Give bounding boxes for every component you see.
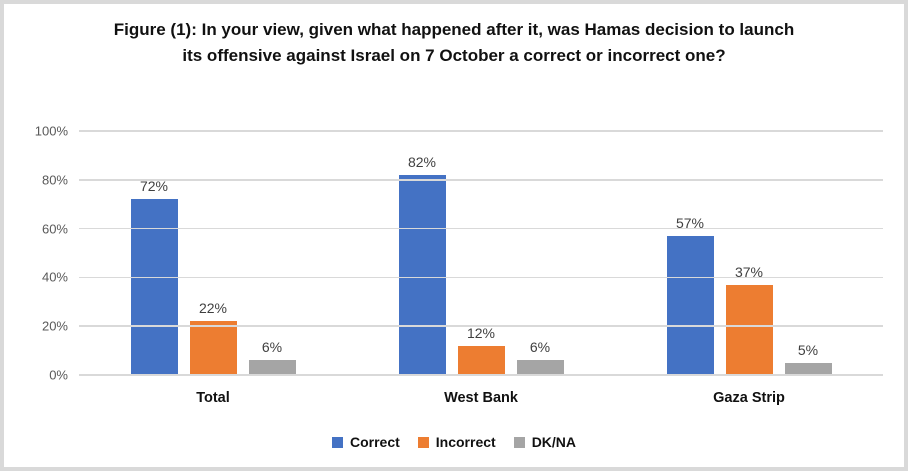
- legend-swatch-incorrect: [417, 436, 429, 448]
- legend-swatch-dk-na: [513, 436, 525, 448]
- bar-value-label: 6%: [529, 339, 551, 356]
- y-axis-tick-label: 60%: [41, 221, 68, 237]
- bar-rect-correct: [130, 199, 178, 375]
- bar-dk-na-total: 6%: [248, 131, 296, 375]
- gridline: [79, 276, 883, 279]
- bar-value-label: 22%: [198, 300, 228, 317]
- legend: Correct Incorrect DK/NA: [4, 434, 904, 450]
- y-axis-tick-label: 0%: [49, 367, 68, 383]
- bar-dk-na-gaza-strip: 5%: [784, 131, 832, 375]
- bar-groups: 72% 22% 6% 82% 12% 6% 57% 37% 5%: [79, 131, 883, 375]
- gridline: [79, 130, 883, 132]
- bar-incorrect-west-bank: 12%: [457, 131, 505, 375]
- gridline: [79, 227, 883, 230]
- bar-correct-total: 72%: [130, 131, 178, 375]
- legend-swatch-correct: [331, 436, 343, 448]
- legend-item-incorrect: Incorrect: [417, 434, 496, 450]
- bar-value-label: 6%: [261, 339, 283, 356]
- bar-dk-na-west-bank: 6%: [516, 131, 564, 375]
- bar-value-label: 37%: [734, 263, 764, 280]
- legend-item-dk-na: DK/NA: [513, 434, 577, 450]
- y-axis: 0% 20% 40% 60% 80% 100%: [8, 124, 68, 383]
- bar-group-total: 72% 22% 6%: [79, 131, 347, 375]
- bar-value-label: 12%: [466, 324, 496, 341]
- bar-rect-dk-na: [516, 360, 564, 375]
- bar-group-gaza-strip: 57% 37% 5%: [615, 131, 883, 375]
- bar-rect-incorrect: [457, 345, 505, 375]
- bar-rect-incorrect: [189, 321, 237, 375]
- plot-area: 72% 22% 6% 82% 12% 6% 57% 37% 5%: [79, 130, 883, 376]
- bar-rect-dk-na: [248, 360, 296, 375]
- y-axis-tick-label: 80%: [41, 172, 68, 188]
- gridline: [79, 179, 883, 181]
- bar-group-west-bank: 82% 12% 6%: [347, 131, 615, 375]
- bar-rect-correct: [666, 235, 714, 375]
- y-axis-tick-label: 40%: [41, 269, 68, 285]
- bar-incorrect-gaza-strip: 37%: [725, 131, 773, 375]
- category-label-west-bank: West Bank: [444, 390, 518, 406]
- bar-rect-incorrect: [725, 284, 773, 375]
- x-axis-category-labels: Total West Bank Gaza Strip: [79, 390, 883, 406]
- legend-item-correct: Correct: [331, 434, 400, 450]
- y-axis-tick-label: 20%: [41, 318, 68, 334]
- legend-label: Correct: [349, 434, 400, 450]
- legend-label: DK/NA: [531, 434, 577, 450]
- bar-rect-dk-na: [784, 362, 832, 375]
- bar-correct-gaza-strip: 57%: [666, 131, 714, 375]
- gridline: [79, 325, 883, 327]
- category-label-gaza-strip: Gaza Strip: [713, 390, 785, 406]
- bar-value-label: 57%: [675, 214, 705, 231]
- bar-value-label: 5%: [797, 341, 819, 358]
- bar-value-label: 82%: [407, 153, 437, 170]
- bar-value-label: 72%: [139, 178, 169, 195]
- y-axis-tick-label: 100%: [34, 123, 68, 139]
- bar-incorrect-total: 22%: [189, 131, 237, 375]
- bar-rect-correct: [398, 174, 446, 375]
- category-label-total: Total: [196, 390, 230, 406]
- legend-label: Incorrect: [435, 434, 496, 450]
- chart-title: Figure (1): In your view, given what hap…: [113, 20, 795, 66]
- bar-correct-west-bank: 82%: [398, 131, 446, 375]
- gridline: [79, 374, 883, 376]
